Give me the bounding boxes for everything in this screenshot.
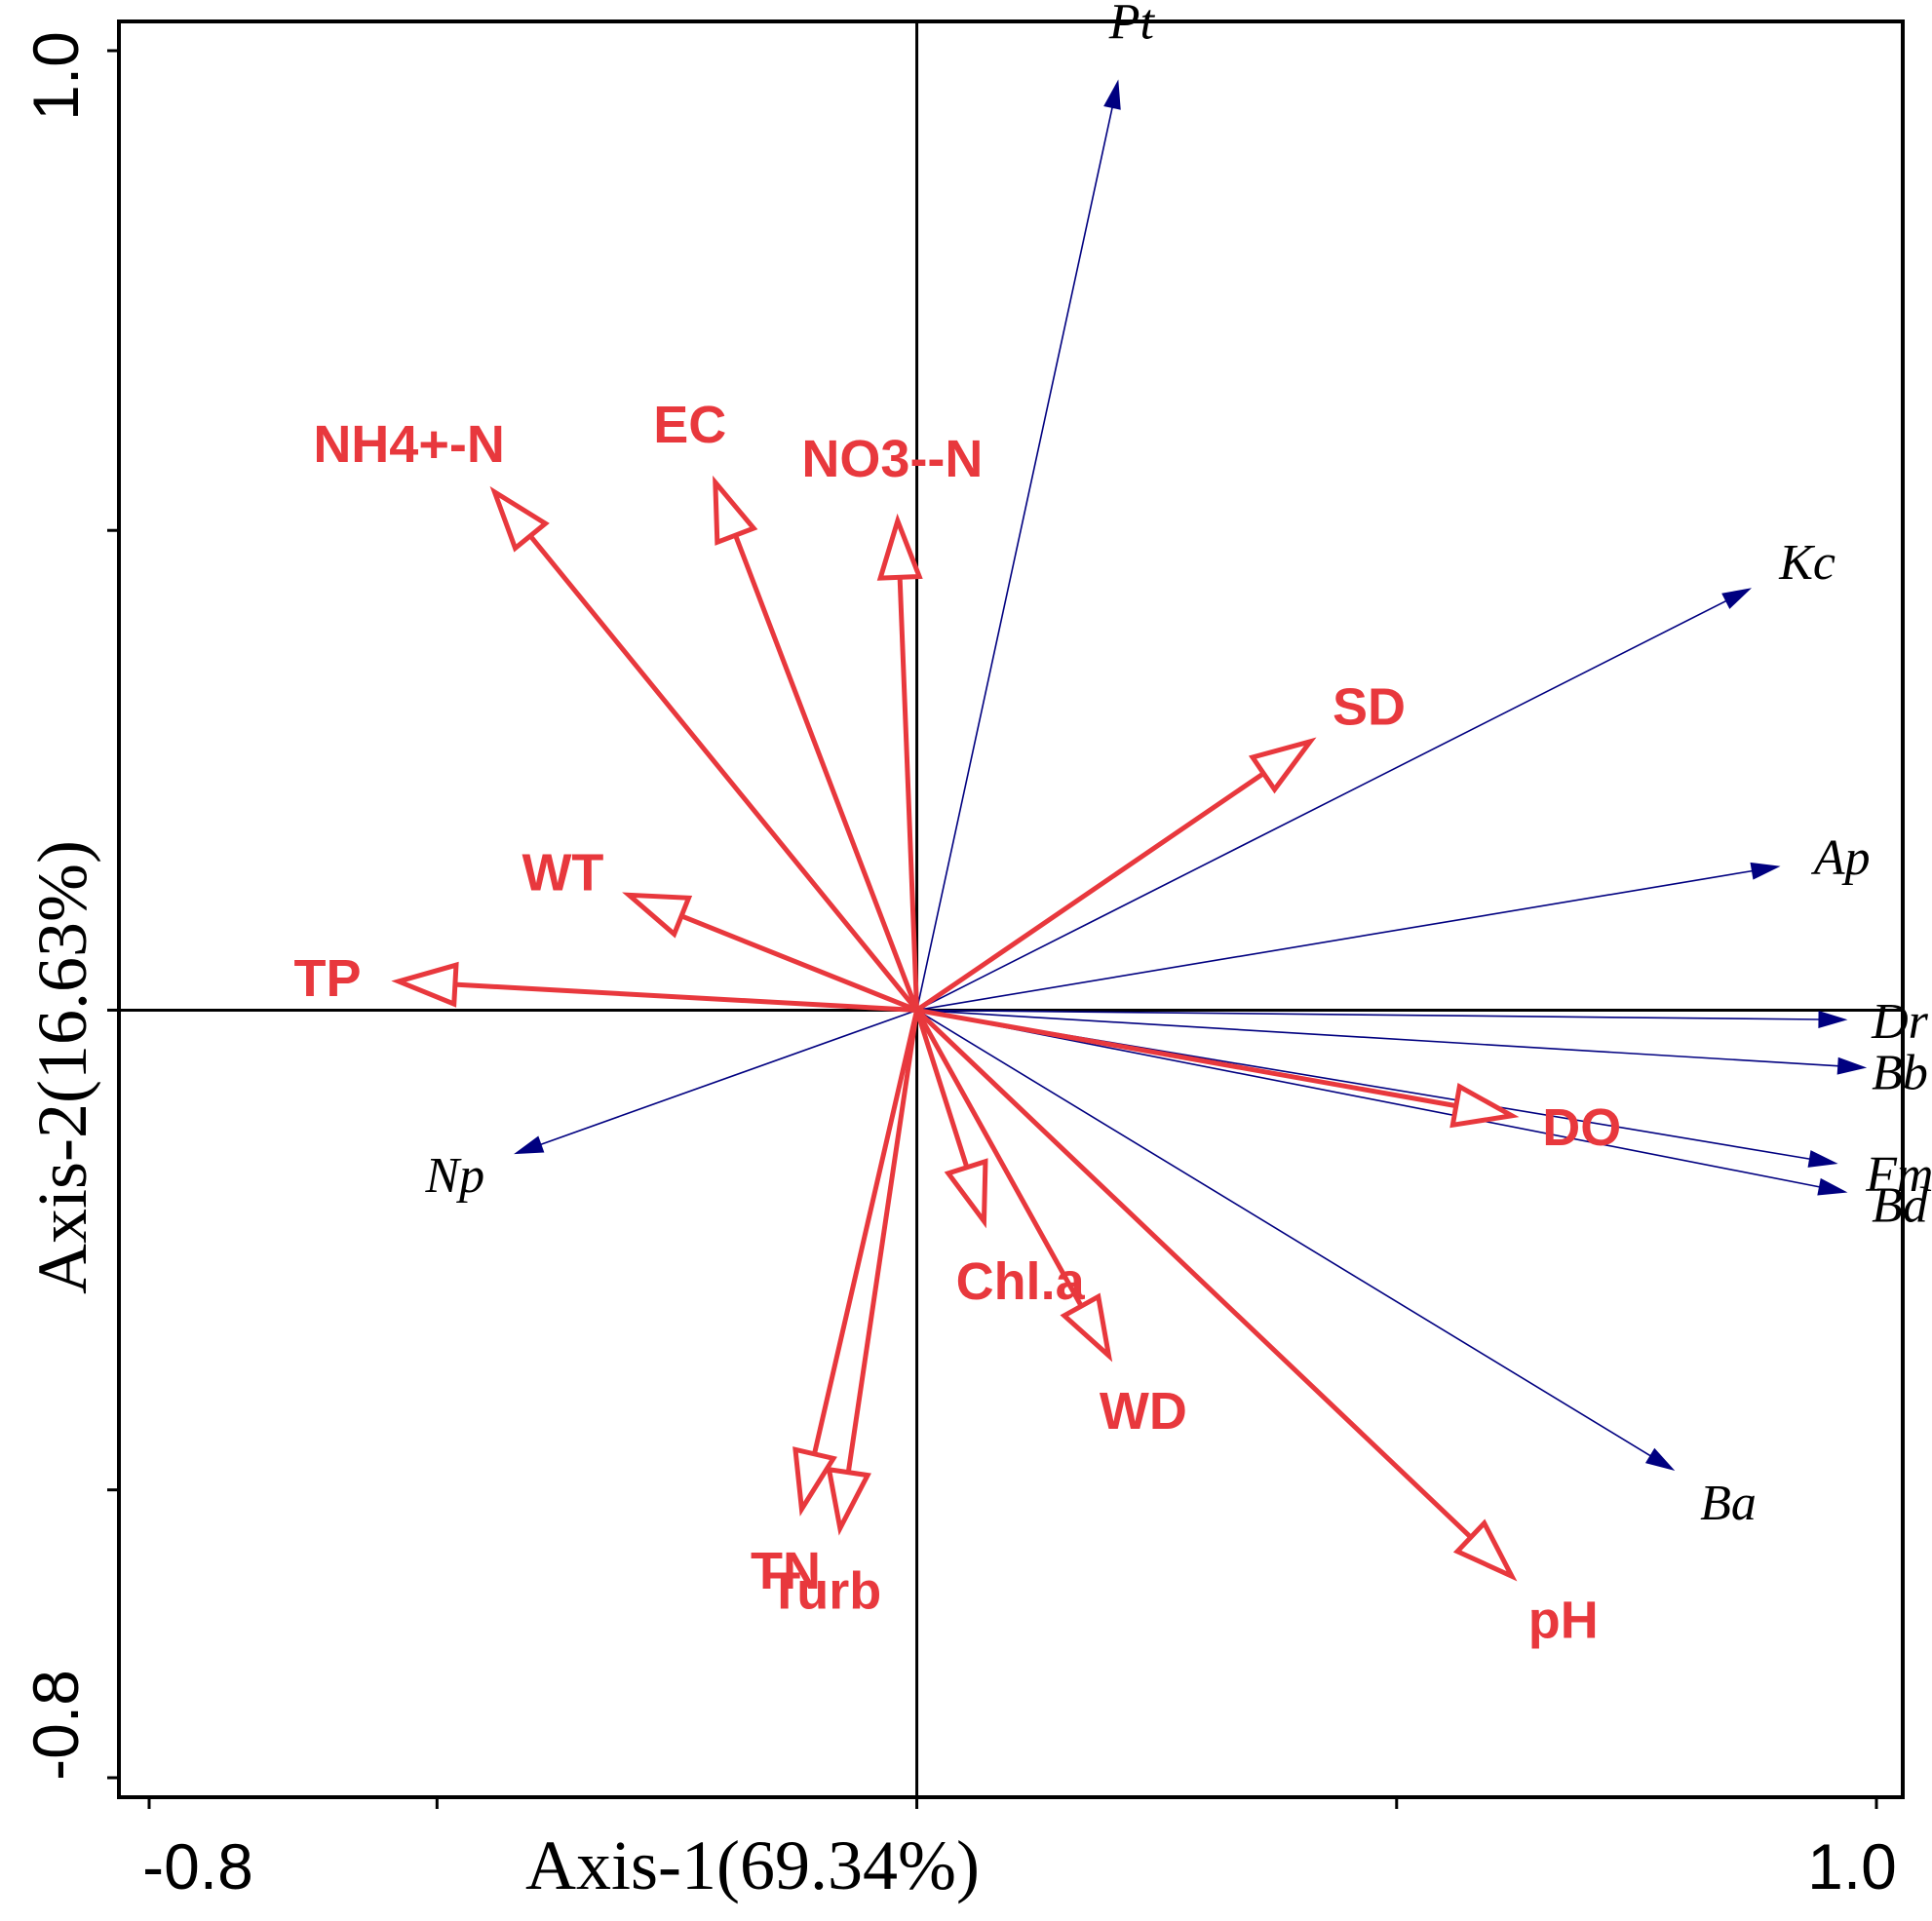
species-np-line xyxy=(539,1009,917,1146)
species-pt-line xyxy=(915,105,1114,1011)
env-wd-label: WD xyxy=(1100,1382,1187,1441)
env-wd-line xyxy=(914,1009,1084,1308)
species-kc-line xyxy=(916,599,1728,1012)
species-bb-label: Bb xyxy=(1872,1045,1928,1100)
env-ec-arrowhead xyxy=(713,475,758,546)
species-kc-vector xyxy=(916,588,1753,1012)
env-ph-arrowhead xyxy=(1452,1518,1518,1582)
x-tick-label-min: -0.8 xyxy=(142,1830,253,1902)
species-np-label: Np xyxy=(424,1148,484,1204)
env-wt-line xyxy=(680,913,918,1013)
species-pt-vector xyxy=(915,79,1121,1011)
y-tick-label-min: -0.8 xyxy=(19,1670,92,1781)
env-nh4-n-line xyxy=(528,534,919,1013)
env-sd-label: SD xyxy=(1333,677,1406,736)
species-np-arrowhead xyxy=(514,1135,545,1155)
environment-vectors xyxy=(391,475,1520,1582)
env-no3-n-label: NO3--N xyxy=(801,430,983,488)
species-ba-vector xyxy=(916,1009,1676,1471)
env-wd-vector xyxy=(914,1009,1113,1363)
env-do-vector xyxy=(916,1007,1520,1129)
y-ticks xyxy=(107,49,119,1780)
env-tp-line xyxy=(454,981,917,1013)
env-wt-arrowhead xyxy=(622,892,693,939)
env-chl-a-line xyxy=(914,1009,970,1169)
env-sd-vector xyxy=(915,737,1317,1013)
species-ap-vector xyxy=(916,862,1781,1012)
species-fm-arrowhead xyxy=(1807,1150,1838,1168)
species-ba-arrowhead xyxy=(1644,1447,1676,1471)
species-bb-vector xyxy=(916,1009,1868,1075)
env-turb-arrowhead xyxy=(826,1466,871,1536)
env-nh4-n-label: NH4+-N xyxy=(313,415,505,474)
x-axis-label: Axis-1(69.34%) xyxy=(525,1826,980,1904)
env-no3-n-line xyxy=(897,577,920,1011)
species-ap-label: Ap xyxy=(1811,830,1871,886)
env-no3-n-arrowhead xyxy=(876,513,923,581)
env-ph-label: pH xyxy=(1528,1591,1599,1649)
env-do-arrowhead xyxy=(1449,1083,1520,1129)
species-dr-vector xyxy=(916,1009,1848,1028)
env-turb-label: Turb xyxy=(768,1562,881,1621)
y-tick-label-max: 1.0 xyxy=(19,31,92,121)
env-tp-vector xyxy=(391,961,917,1013)
species-np-vector xyxy=(514,1009,917,1155)
env-tn-label: TN xyxy=(751,1542,821,1600)
env-do-label: DO xyxy=(1542,1098,1621,1157)
env-chl-a-arrowhead xyxy=(944,1158,988,1229)
species-ap-arrowhead xyxy=(1750,862,1781,880)
species-kc-arrowhead xyxy=(1721,588,1753,609)
env-wd-arrowhead xyxy=(1060,1292,1113,1363)
env-tp-label: TP xyxy=(294,949,362,1008)
species-bd-vector xyxy=(916,1009,1848,1196)
species-bb-arrowhead xyxy=(1836,1057,1868,1075)
env-sd-arrowhead xyxy=(1248,737,1317,794)
species-dr-arrowhead xyxy=(1818,1010,1848,1028)
species-kc-label: Kc xyxy=(1778,535,1835,591)
env-tn-vector xyxy=(792,1009,919,1517)
species-pt-label: Pt xyxy=(1108,0,1156,51)
species-bd-label: Bd xyxy=(1872,1177,1929,1233)
y-axis-label: Axis-2(16.63%) xyxy=(23,840,101,1294)
species-vectors xyxy=(514,79,1868,1471)
env-turb-line xyxy=(845,1010,920,1474)
env-nh4-n-arrowhead xyxy=(489,485,550,553)
species-dr-label: Dr xyxy=(1871,994,1929,1050)
species-pt-arrowhead xyxy=(1103,79,1121,110)
plot-frame xyxy=(117,19,1905,1799)
env-ec-line xyxy=(733,534,919,1012)
species-ba-line xyxy=(916,1009,1652,1458)
x-ticks xyxy=(147,1797,1878,1809)
env-ph-vector xyxy=(914,1008,1518,1582)
env-no3-n-vector xyxy=(876,513,923,1011)
env-chl-a-label: Chl.a xyxy=(956,1252,1086,1311)
species-bb-line xyxy=(916,1009,1840,1067)
x-tick-label-max: 1.0 xyxy=(1807,1830,1897,1902)
env-nh4-n-vector xyxy=(489,485,919,1013)
env-ph-line xyxy=(914,1008,1473,1540)
env-wt-vector xyxy=(622,892,918,1013)
env-tn-line xyxy=(812,1009,919,1455)
env-ec-label: EC xyxy=(653,396,726,454)
species-ba-label: Ba xyxy=(1700,1476,1757,1531)
env-ec-vector xyxy=(713,475,919,1012)
env-turb-vector xyxy=(826,1010,920,1536)
env-tp-arrowhead xyxy=(391,961,459,1008)
env-chl-a-vector xyxy=(914,1009,988,1229)
species-dr-line xyxy=(916,1009,1821,1020)
species-fm-label: Fm xyxy=(1865,1147,1932,1203)
species-bd-line xyxy=(916,1009,1822,1188)
env-wt-label: WT xyxy=(522,843,603,902)
species-bd-arrowhead xyxy=(1817,1177,1848,1196)
species-ap-line xyxy=(916,869,1755,1012)
env-tn-arrowhead xyxy=(792,1446,837,1517)
env-sd-line xyxy=(915,771,1265,1013)
env-do-line xyxy=(916,1007,1457,1109)
